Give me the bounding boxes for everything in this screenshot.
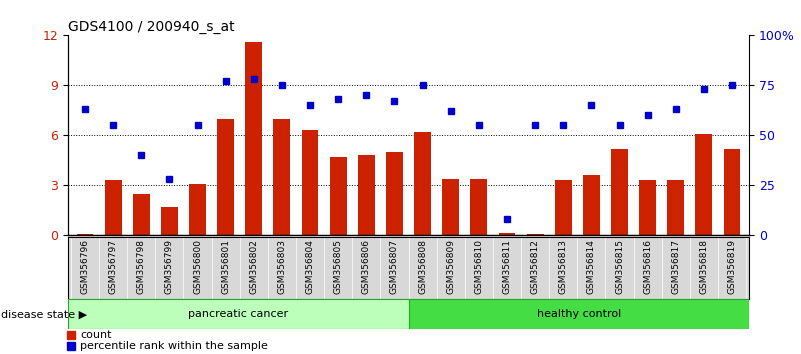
Bar [302,130,319,235]
Text: disease state ▶: disease state ▶ [1,309,87,319]
Bar [611,149,628,235]
Text: GSM356802: GSM356802 [249,239,258,294]
Bar [414,132,431,235]
Bar [358,155,375,235]
Bar [161,207,178,235]
Bar [695,134,712,235]
Text: GSM356799: GSM356799 [165,239,174,294]
Text: GSM356817: GSM356817 [671,239,680,294]
Bar [68,299,409,329]
Text: GSM356800: GSM356800 [193,239,202,294]
Bar [442,179,459,235]
Bar [723,149,740,235]
Bar [498,233,515,235]
Text: GSM356804: GSM356804 [305,239,315,294]
Text: GSM356810: GSM356810 [474,239,483,294]
Text: GSM356811: GSM356811 [502,239,512,294]
Bar [527,234,544,235]
Bar [133,194,150,235]
Bar [555,181,572,235]
Text: GSM356807: GSM356807 [390,239,399,294]
Text: percentile rank within the sample: percentile rank within the sample [80,342,268,352]
Bar [583,176,600,235]
Text: count: count [80,330,112,340]
Bar [217,119,234,235]
Text: GSM356798: GSM356798 [137,239,146,294]
Text: pancreatic cancer: pancreatic cancer [188,309,288,319]
Text: GSM356812: GSM356812 [530,239,540,294]
Text: GSM356806: GSM356806 [362,239,371,294]
Text: GSM356801: GSM356801 [221,239,230,294]
Bar [77,234,94,235]
Text: GSM356815: GSM356815 [615,239,624,294]
Text: GSM356805: GSM356805 [334,239,343,294]
Text: GSM356803: GSM356803 [277,239,287,294]
Text: GSM356814: GSM356814 [587,239,596,294]
Bar [330,157,347,235]
Text: GSM356819: GSM356819 [727,239,737,294]
Text: GSM356796: GSM356796 [80,239,90,294]
Text: GSM356816: GSM356816 [643,239,652,294]
Text: GDS4100 / 200940_s_at: GDS4100 / 200940_s_at [68,21,235,34]
Bar [667,181,684,235]
Bar [273,119,290,235]
Bar [470,179,487,235]
Text: GSM356808: GSM356808 [418,239,427,294]
Bar [189,184,206,235]
Text: GSM356809: GSM356809 [446,239,455,294]
Bar [639,181,656,235]
Text: GSM356818: GSM356818 [699,239,708,294]
Text: GSM356797: GSM356797 [109,239,118,294]
Bar [245,42,262,235]
Text: GSM356813: GSM356813 [559,239,568,294]
Bar [386,152,403,235]
Bar [409,299,749,329]
Text: healthy control: healthy control [537,309,621,319]
Bar [105,181,122,235]
